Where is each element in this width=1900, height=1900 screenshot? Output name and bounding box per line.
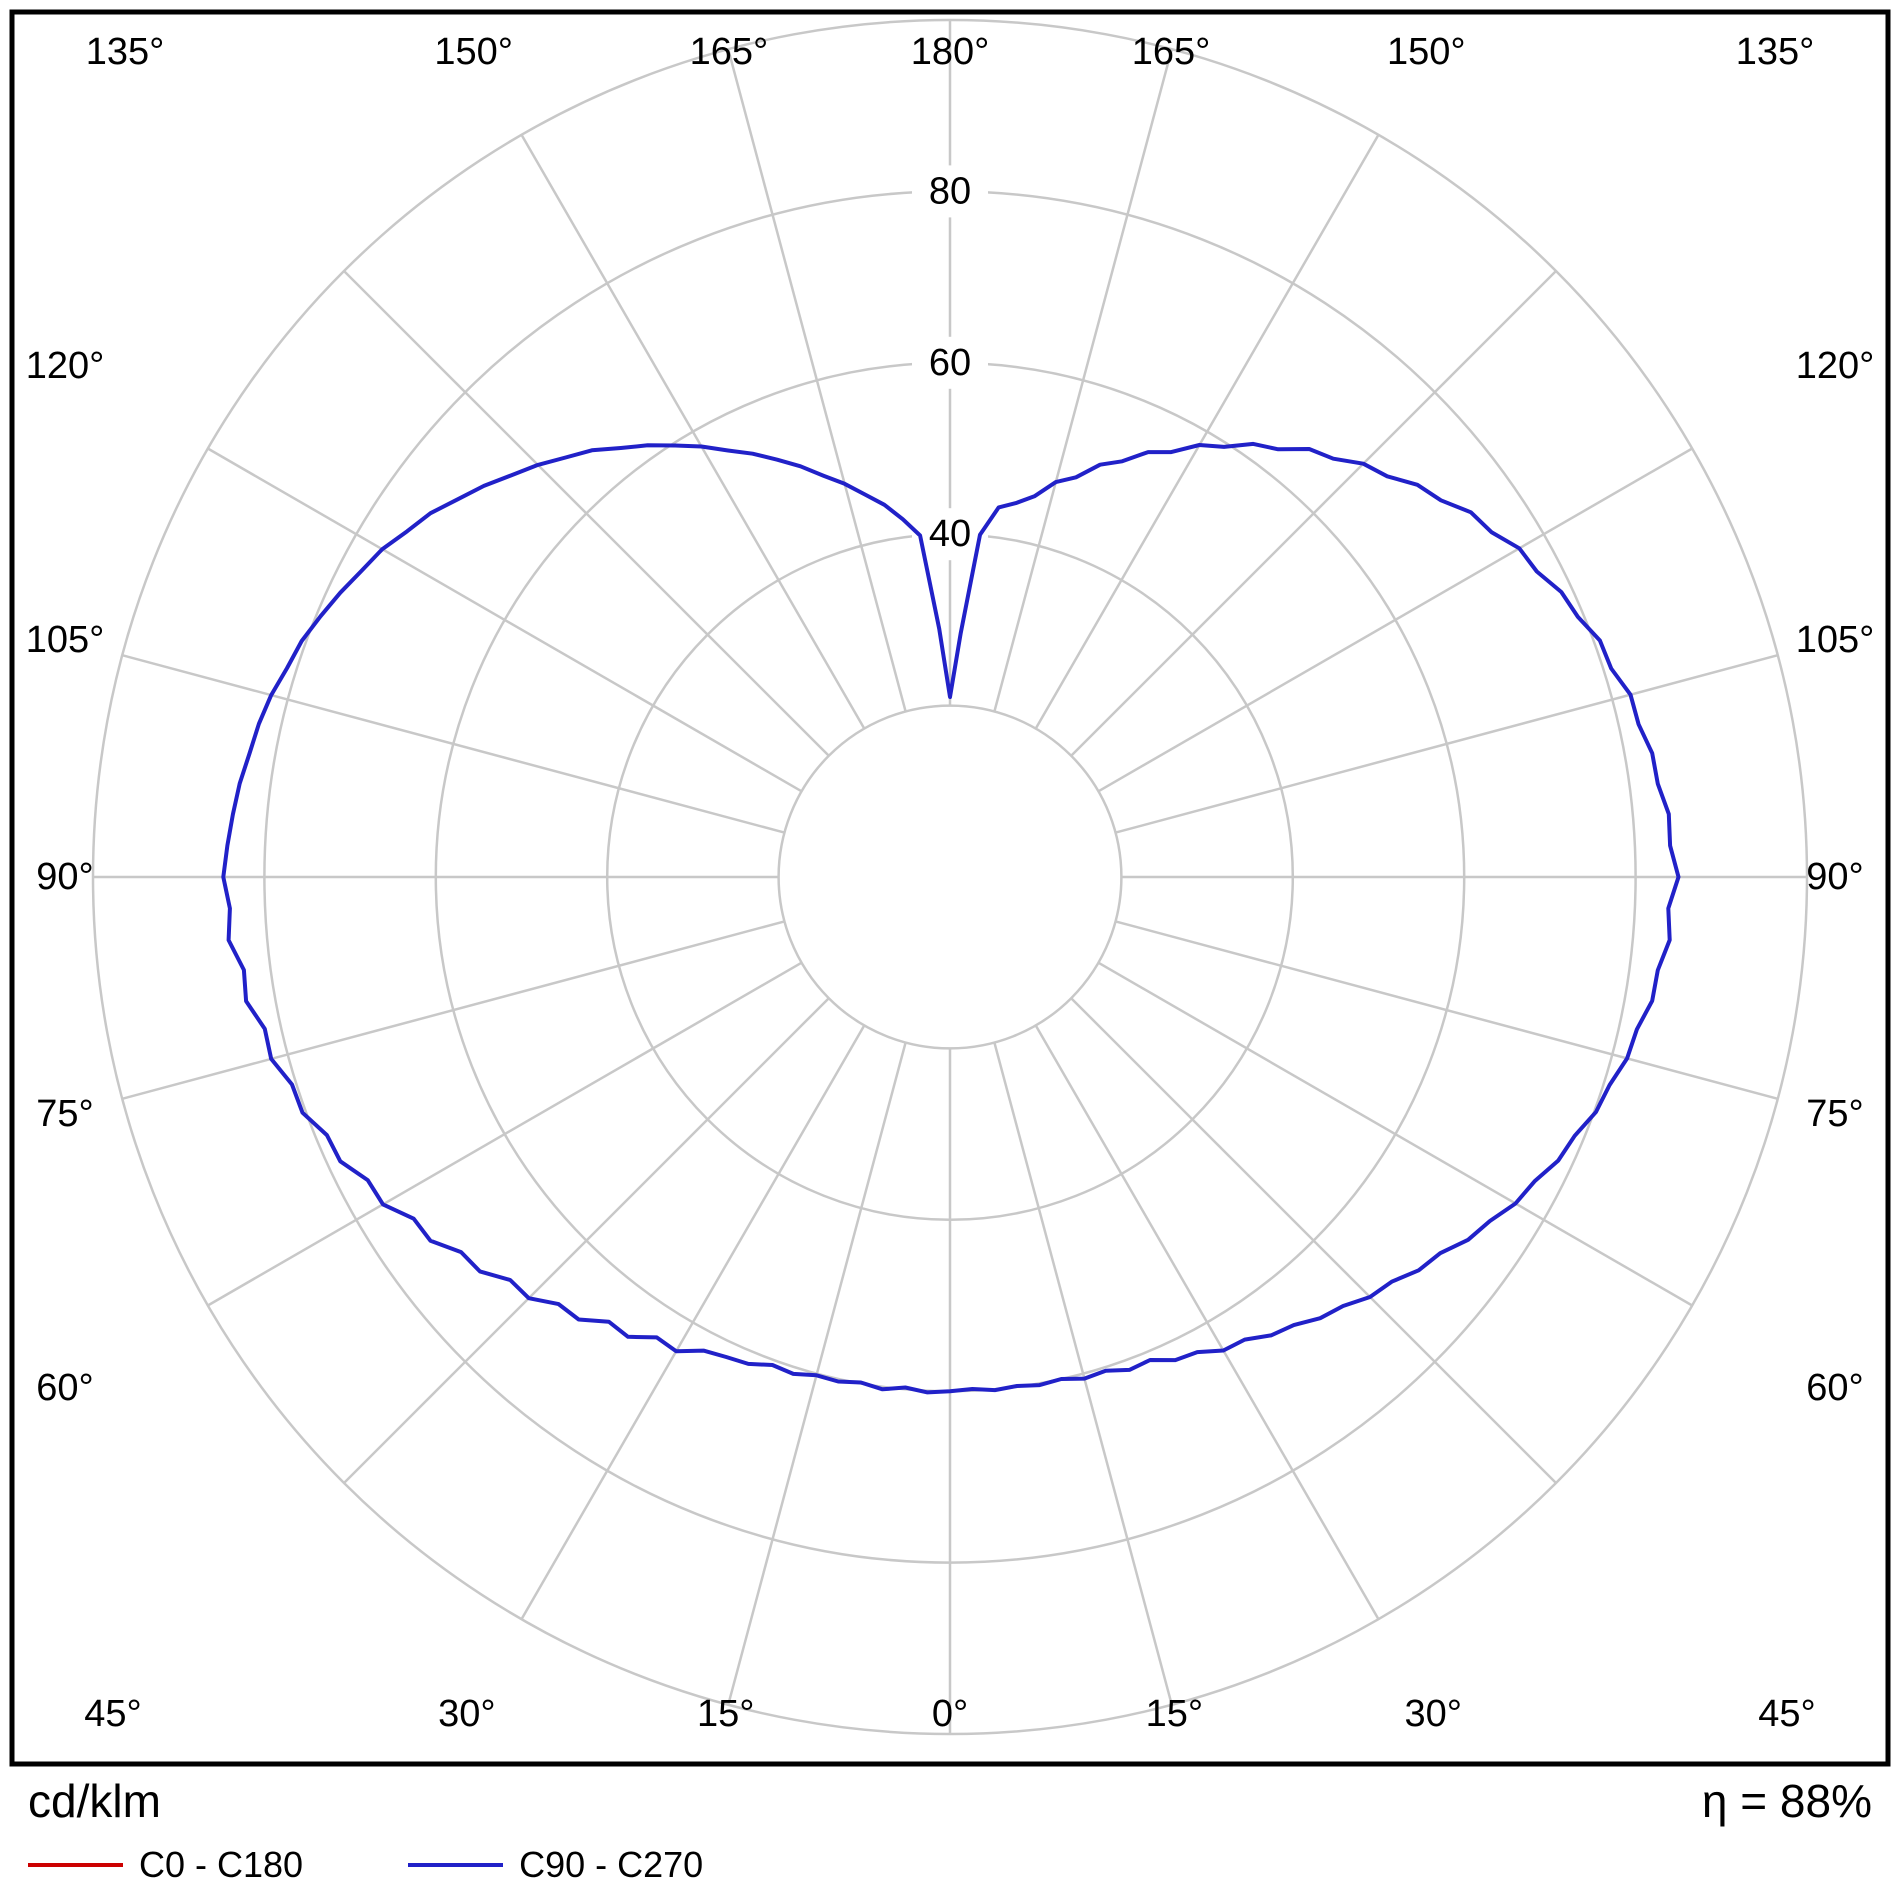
legend-label-c90-c270: C90 - C270 [519,1844,704,1885]
polar-chart: 40 60 80 0° 15° 15° 30° 30° 45° 45° 60° 60° 75° 75° 90… [9,9,1891,1767]
footer-top-row: cd/klm η = 88% [28,1774,1872,1828]
legend-label-c0-c180: C0 - C180 [139,1844,304,1885]
angle-tick-label: 165° [1132,31,1211,73]
radius-tick-label: 60 [929,342,971,384]
angle-tick-label: 0° [932,1693,968,1735]
grid-spoke [1097,447,1693,793]
c90-c270-curve [221,441,1681,1395]
angle-tick-label: 150° [1387,31,1466,73]
grid-spoke [1097,961,1693,1307]
grid-circle [777,704,1123,1050]
angle-tick-label: 120° [26,345,105,387]
polar-grid [91,18,1809,1736]
angle-tick-label: 180° [911,31,990,73]
grid-spoke [726,48,907,712]
grid-spoke [993,1042,1174,1706]
angle-tick-label: 105° [26,619,105,661]
angle-tick-label: 105° [1796,619,1875,661]
efficiency-label: η = 88% [1701,1775,1872,1827]
angle-tick-label: 120° [1796,345,1875,387]
angle-tick-label: 165° [690,31,769,73]
grid-spoke [1034,134,1380,730]
c90-c270-line-swatch [408,1863,504,1867]
grid-spoke [207,961,803,1307]
legend-item-c90-c270: C90 - C270 [408,1844,703,1886]
angle-tick-label: 60° [1806,1367,1863,1409]
angle-tick-label: 150° [434,31,513,73]
unit-label: cd/klm [28,1775,161,1827]
grid-spoke [1115,653,1779,834]
angle-tick-label: 60° [36,1367,93,1409]
grid-spoke [1070,997,1557,1484]
angle-tick-label: 30° [1404,1693,1461,1735]
angle-tick-label: 90° [1806,856,1863,898]
grid-spoke [520,1024,866,1620]
grid-spoke [343,270,830,757]
grid-spoke [121,920,785,1101]
chart-frame [9,9,1891,1767]
angle-tick-label: 75° [1806,1093,1863,1135]
radius-tick-label: 80 [929,170,971,212]
grid-spoke [1070,270,1557,757]
grid-spoke [343,997,830,1484]
radius-label-backing [912,165,988,218]
angle-tick-labels: 0° 15° 15° 30° 30° 45° 45° 60° 60° 75° 75° 90° 90° 10… [26,31,1875,1735]
legend: C0 - C180 C90 - C270 [28,1844,1872,1886]
grid-spoke [520,134,866,730]
grid-spoke [121,653,785,834]
grid-spoke [207,447,803,793]
angle-tick-label: 45° [84,1693,141,1735]
angle-tick-label: 90° [36,856,93,898]
angle-tick-label: 30° [438,1693,495,1735]
angle-tick-label: 15° [1146,1693,1203,1735]
angle-tick-label: 45° [1758,1693,1815,1735]
grid-spoke [1115,920,1779,1101]
c0-c180-line-swatch [28,1863,123,1867]
grid-spoke [993,48,1174,712]
radius-label-backing [912,336,988,389]
angle-tick-label: 135° [1736,31,1815,73]
angle-tick-label: 75° [36,1093,93,1135]
angle-tick-label: 15° [697,1693,754,1735]
grid-spoke [1034,1024,1380,1620]
legend-item-c0-c180: C0 - C180 [28,1844,303,1886]
angle-tick-label: 135° [86,31,165,73]
radius-tick-label: 40 [929,513,971,555]
footer: cd/klm η = 88% C0 - C180 C90 - C270 [28,1774,1872,1886]
